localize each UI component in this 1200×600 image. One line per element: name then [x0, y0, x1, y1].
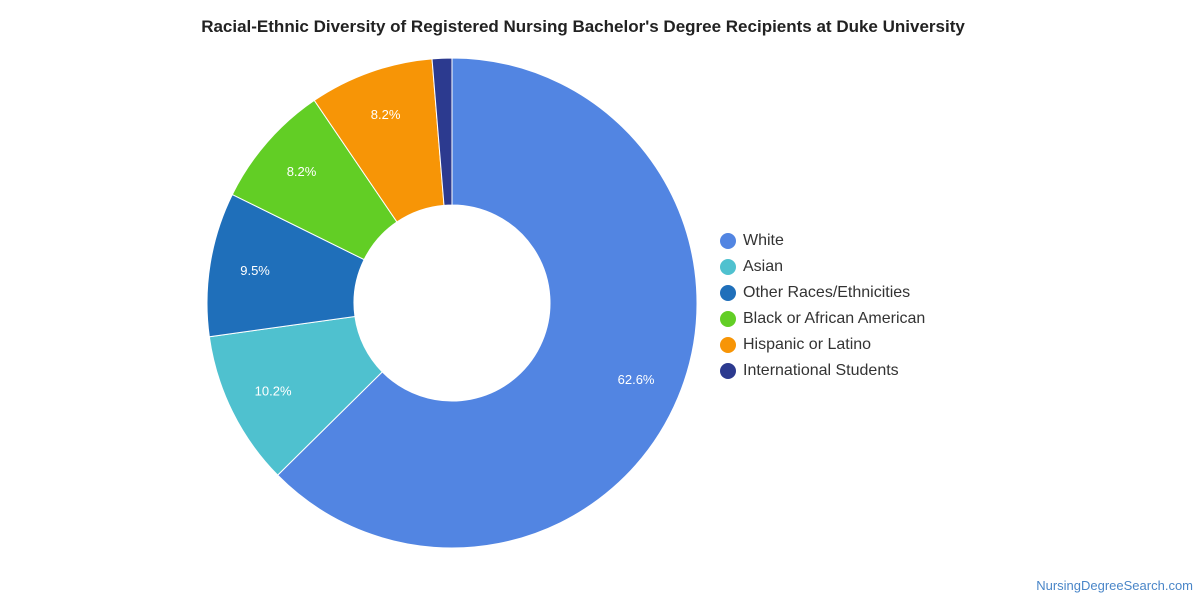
- legend-label: International Students: [743, 362, 899, 379]
- legend-swatch: [720, 233, 736, 249]
- legend-swatch: [720, 363, 736, 379]
- legend-item[interactable]: White: [720, 228, 925, 254]
- legend-item[interactable]: Black or African American: [720, 306, 925, 332]
- legend-label: Black or African American: [743, 310, 926, 327]
- legend-item[interactable]: Hispanic or Latino: [720, 332, 925, 358]
- slice-label: 10.2%: [255, 383, 292, 398]
- legend-label: Hispanic or Latino: [743, 336, 872, 353]
- slice-label: 62.6%: [618, 372, 655, 387]
- slice-asian[interactable]: [208, 315, 383, 476]
- slice-label: 9.5%: [240, 263, 270, 278]
- legend-swatch: [720, 285, 736, 301]
- legend-label: White: [743, 232, 784, 249]
- legend-swatch: [720, 259, 736, 275]
- legend-item[interactable]: Other Races/Ethnicities: [720, 280, 925, 306]
- slice-label: 8.2%: [371, 107, 401, 122]
- legend-item[interactable]: Asian: [720, 254, 925, 280]
- legend-label: Asian: [743, 258, 784, 275]
- slice-international-students[interactable]: [431, 57, 453, 206]
- legend-swatch: [720, 311, 736, 327]
- chart-legend: White Asian Other Races/Ethnicities Black o…: [720, 228, 925, 384]
- legend-label: Other Races/Ethnicities: [743, 284, 911, 301]
- source-link[interactable]: NursingDegreeSearch.com: [1036, 578, 1193, 593]
- legend-swatch: [720, 337, 736, 353]
- slice-white[interactable]: [276, 57, 698, 549]
- legend-item[interactable]: International Students: [720, 358, 925, 384]
- slice-label: 8.2%: [287, 164, 317, 179]
- chart-title: Racial-Ethnic Diversity of Registered Nu…: [201, 17, 965, 36]
